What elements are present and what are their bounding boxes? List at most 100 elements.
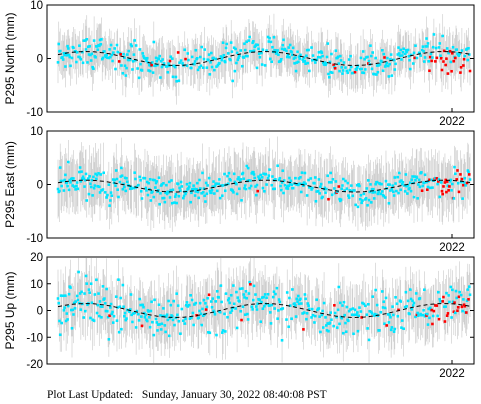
data-point	[123, 185, 126, 189]
data-point	[86, 177, 90, 180]
x-tick-label: 2022	[439, 368, 465, 380]
data-point	[285, 318, 288, 321]
data-point	[90, 178, 94, 182]
data-point	[204, 302, 207, 305]
data-point	[425, 37, 428, 40]
data-point	[109, 199, 112, 202]
data-point	[235, 182, 238, 186]
data-point	[67, 292, 71, 296]
data-point	[108, 204, 111, 207]
data-point	[414, 44, 417, 47]
data-point	[423, 173, 427, 177]
data-point	[149, 309, 153, 313]
data-point	[107, 183, 111, 186]
data-point	[310, 46, 313, 49]
data-point	[105, 53, 108, 57]
data-point	[83, 292, 86, 295]
data-point	[111, 321, 115, 324]
data-point	[397, 46, 400, 49]
data-point	[74, 300, 77, 303]
data-point	[353, 308, 357, 312]
data-point	[389, 53, 393, 56]
data-point	[207, 176, 211, 180]
flagged-point	[432, 309, 436, 313]
data-point	[262, 172, 265, 176]
data-point	[212, 56, 215, 60]
data-point	[408, 58, 411, 62]
data-point	[294, 56, 297, 59]
data-point	[243, 184, 247, 187]
flagged-point	[468, 69, 472, 73]
data-point	[334, 49, 338, 52]
data-point	[201, 191, 205, 194]
data-point	[392, 313, 395, 317]
flagged-point	[446, 312, 450, 315]
data-point	[277, 53, 280, 57]
data-point	[412, 301, 416, 305]
data-point	[267, 174, 271, 177]
data-point	[366, 327, 369, 330]
data-point	[422, 308, 425, 312]
data-point	[254, 305, 258, 308]
data-point	[212, 68, 216, 72]
flagged-point	[140, 324, 144, 328]
data-point	[391, 184, 394, 187]
data-point	[419, 54, 422, 57]
data-point	[458, 52, 461, 56]
data-point	[321, 195, 324, 199]
data-point	[64, 65, 67, 68]
data-point	[96, 48, 100, 52]
data-point	[75, 294, 79, 298]
data-point	[89, 53, 92, 57]
data-point	[148, 315, 151, 319]
data-point	[466, 288, 470, 291]
data-point	[109, 302, 113, 306]
data-point	[187, 185, 191, 188]
data-point	[237, 176, 240, 179]
data-point	[324, 62, 328, 65]
data-point	[199, 312, 203, 316]
data-point	[366, 302, 370, 306]
data-point	[177, 319, 181, 323]
data-point	[152, 40, 156, 44]
data-point	[85, 37, 89, 41]
data-point	[270, 303, 274, 307]
data-point	[288, 43, 292, 47]
data-point	[378, 182, 382, 186]
data-point	[276, 317, 279, 320]
data-point	[206, 296, 209, 300]
data-point	[421, 313, 425, 317]
data-point	[143, 315, 147, 319]
data-point	[226, 298, 230, 302]
data-point	[177, 79, 181, 83]
flagged-point	[459, 66, 463, 69]
data-point	[248, 186, 251, 190]
data-point	[146, 193, 150, 197]
data-point	[324, 63, 327, 67]
data-point	[139, 315, 143, 318]
data-point	[97, 314, 101, 318]
data-point	[244, 54, 248, 58]
data-point	[277, 178, 281, 182]
data-point	[232, 302, 236, 306]
data-point	[453, 172, 457, 176]
flagged-point	[430, 308, 433, 312]
data-point	[310, 307, 314, 311]
data-point	[274, 178, 277, 181]
flagged-point	[360, 316, 363, 319]
data-point	[78, 56, 82, 59]
data-point	[279, 59, 282, 63]
data-point	[397, 171, 401, 175]
data-point	[117, 278, 120, 281]
data-point	[370, 187, 374, 191]
flagged-point	[443, 320, 447, 323]
data-point	[198, 301, 202, 305]
data-point	[234, 307, 237, 310]
data-point	[399, 300, 403, 303]
data-point	[375, 73, 378, 76]
data-point	[202, 187, 206, 190]
data-point	[124, 74, 128, 77]
data-point	[365, 313, 369, 317]
data-point	[465, 299, 469, 302]
data-point	[306, 61, 310, 65]
